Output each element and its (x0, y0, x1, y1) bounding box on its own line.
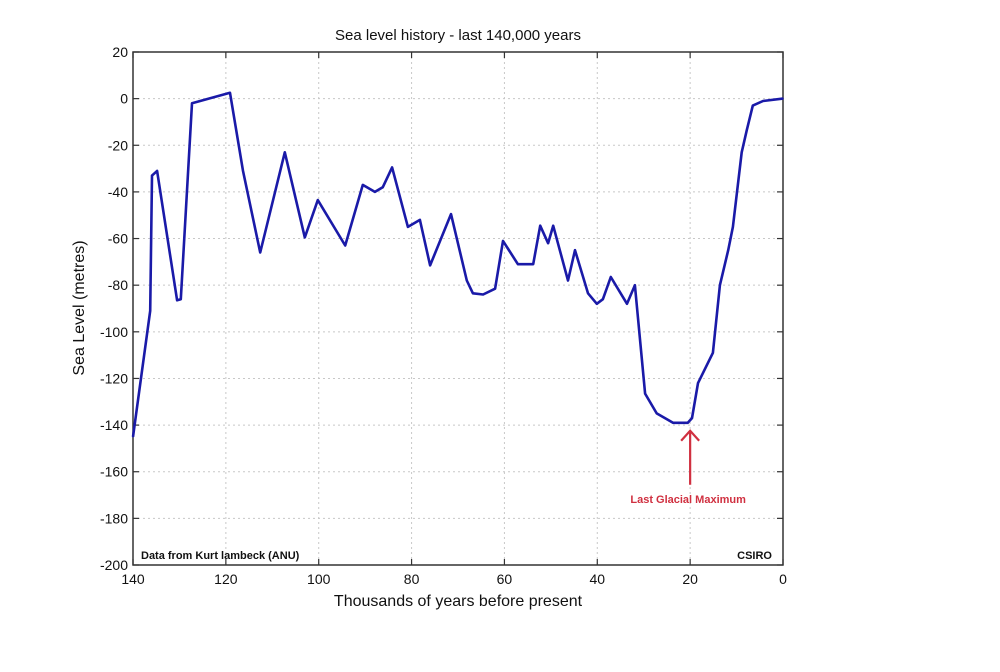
y-tick-label: 0 (120, 91, 128, 107)
data-point (655, 412, 658, 415)
csiro-note: CSIRO (737, 550, 772, 562)
data-point (419, 219, 421, 221)
data-point (362, 184, 364, 186)
x-tick-label: 140 (121, 571, 145, 587)
data-source-note: Data from Kurt lambeck (ANU) (141, 550, 300, 562)
series-line-sea-level (131, 91, 784, 437)
y-axis: 20 0 -20 -40 -60 -80 -100 -120 -140 -160 -180 -200 (100, 44, 783, 573)
data-point (242, 170, 244, 172)
y-tick-label: -60 (108, 231, 128, 247)
data-point (450, 213, 452, 215)
data-point (466, 279, 468, 282)
data-point (259, 251, 262, 254)
x-tick-label: 0 (779, 571, 787, 587)
x-tick-label: 20 (682, 571, 698, 587)
data-point (602, 298, 604, 301)
y-tick-label: -120 (100, 370, 128, 386)
chart-title: Sea level history - last 140,000 years (335, 27, 581, 44)
data-point (176, 299, 178, 302)
data-point (191, 102, 193, 105)
data-point (672, 422, 674, 424)
data-point (517, 263, 519, 266)
x-axis-title: Thousands of years before present (334, 593, 583, 610)
data-point (782, 97, 784, 100)
data-point (552, 224, 554, 227)
y-tick-label: -200 (100, 557, 128, 573)
y-tick-label: -40 (108, 184, 128, 200)
x-tick-label: 80 (404, 571, 420, 587)
data-point (691, 417, 693, 419)
data-point (567, 279, 569, 282)
data-point (719, 284, 721, 287)
data-point (697, 382, 699, 384)
data-point (762, 100, 764, 102)
data-point (382, 186, 384, 188)
data-point (304, 236, 306, 239)
data-point (634, 284, 636, 287)
data-point (626, 303, 628, 305)
y-tick-label: 20 (112, 44, 128, 60)
data-point (732, 226, 734, 228)
data-point (596, 303, 598, 305)
lgm-annotation: Last Glacial Maximum (630, 429, 746, 506)
data-point (151, 174, 153, 177)
y-tick-label: -180 (100, 510, 128, 526)
data-point (374, 191, 376, 193)
data-point (746, 129, 748, 131)
y-tick-label: -160 (100, 464, 128, 480)
data-point (180, 298, 182, 301)
data-point (547, 242, 549, 244)
y-tick-label: -140 (100, 417, 128, 433)
y-tick-label: -100 (100, 324, 128, 340)
series-points (132, 92, 784, 438)
lgm-label: Last Glacial Maximum (630, 494, 746, 506)
data-point (317, 199, 319, 201)
data-point (429, 264, 431, 267)
data-point (391, 166, 393, 169)
data-point (229, 92, 231, 94)
y-axis-title: Sea Level (metres) (71, 240, 88, 375)
data-point (482, 293, 484, 296)
data-point (502, 240, 504, 242)
data-point (740, 151, 743, 154)
data-point (407, 226, 409, 228)
x-tick-label: 120 (214, 571, 238, 587)
data-point (727, 249, 729, 251)
x-tick-label: 60 (497, 571, 513, 587)
data-point (149, 310, 151, 312)
plot-frame (132, 51, 784, 566)
x-tick-label: 40 (589, 571, 605, 587)
data-point (344, 244, 347, 247)
data-point (687, 422, 689, 424)
data-point (132, 436, 134, 438)
data-point (532, 263, 534, 266)
data-point (752, 104, 754, 107)
x-tick-label: 100 (307, 571, 331, 587)
y-tick-label: -20 (108, 137, 128, 153)
data-point (644, 392, 646, 395)
data-point (712, 352, 714, 354)
data-point (610, 276, 612, 278)
data-point (539, 224, 541, 227)
data-point (494, 287, 496, 290)
data-point (156, 170, 158, 172)
x-axis: 140 120 100 80 60 40 20 0 (121, 52, 787, 587)
lgm-arrow-head-icon (680, 429, 700, 442)
data-point (284, 151, 286, 154)
grid (133, 52, 783, 565)
data-point (472, 292, 474, 295)
y-tick-label: -80 (108, 277, 128, 293)
data-point (574, 249, 576, 251)
data-point (587, 292, 589, 295)
